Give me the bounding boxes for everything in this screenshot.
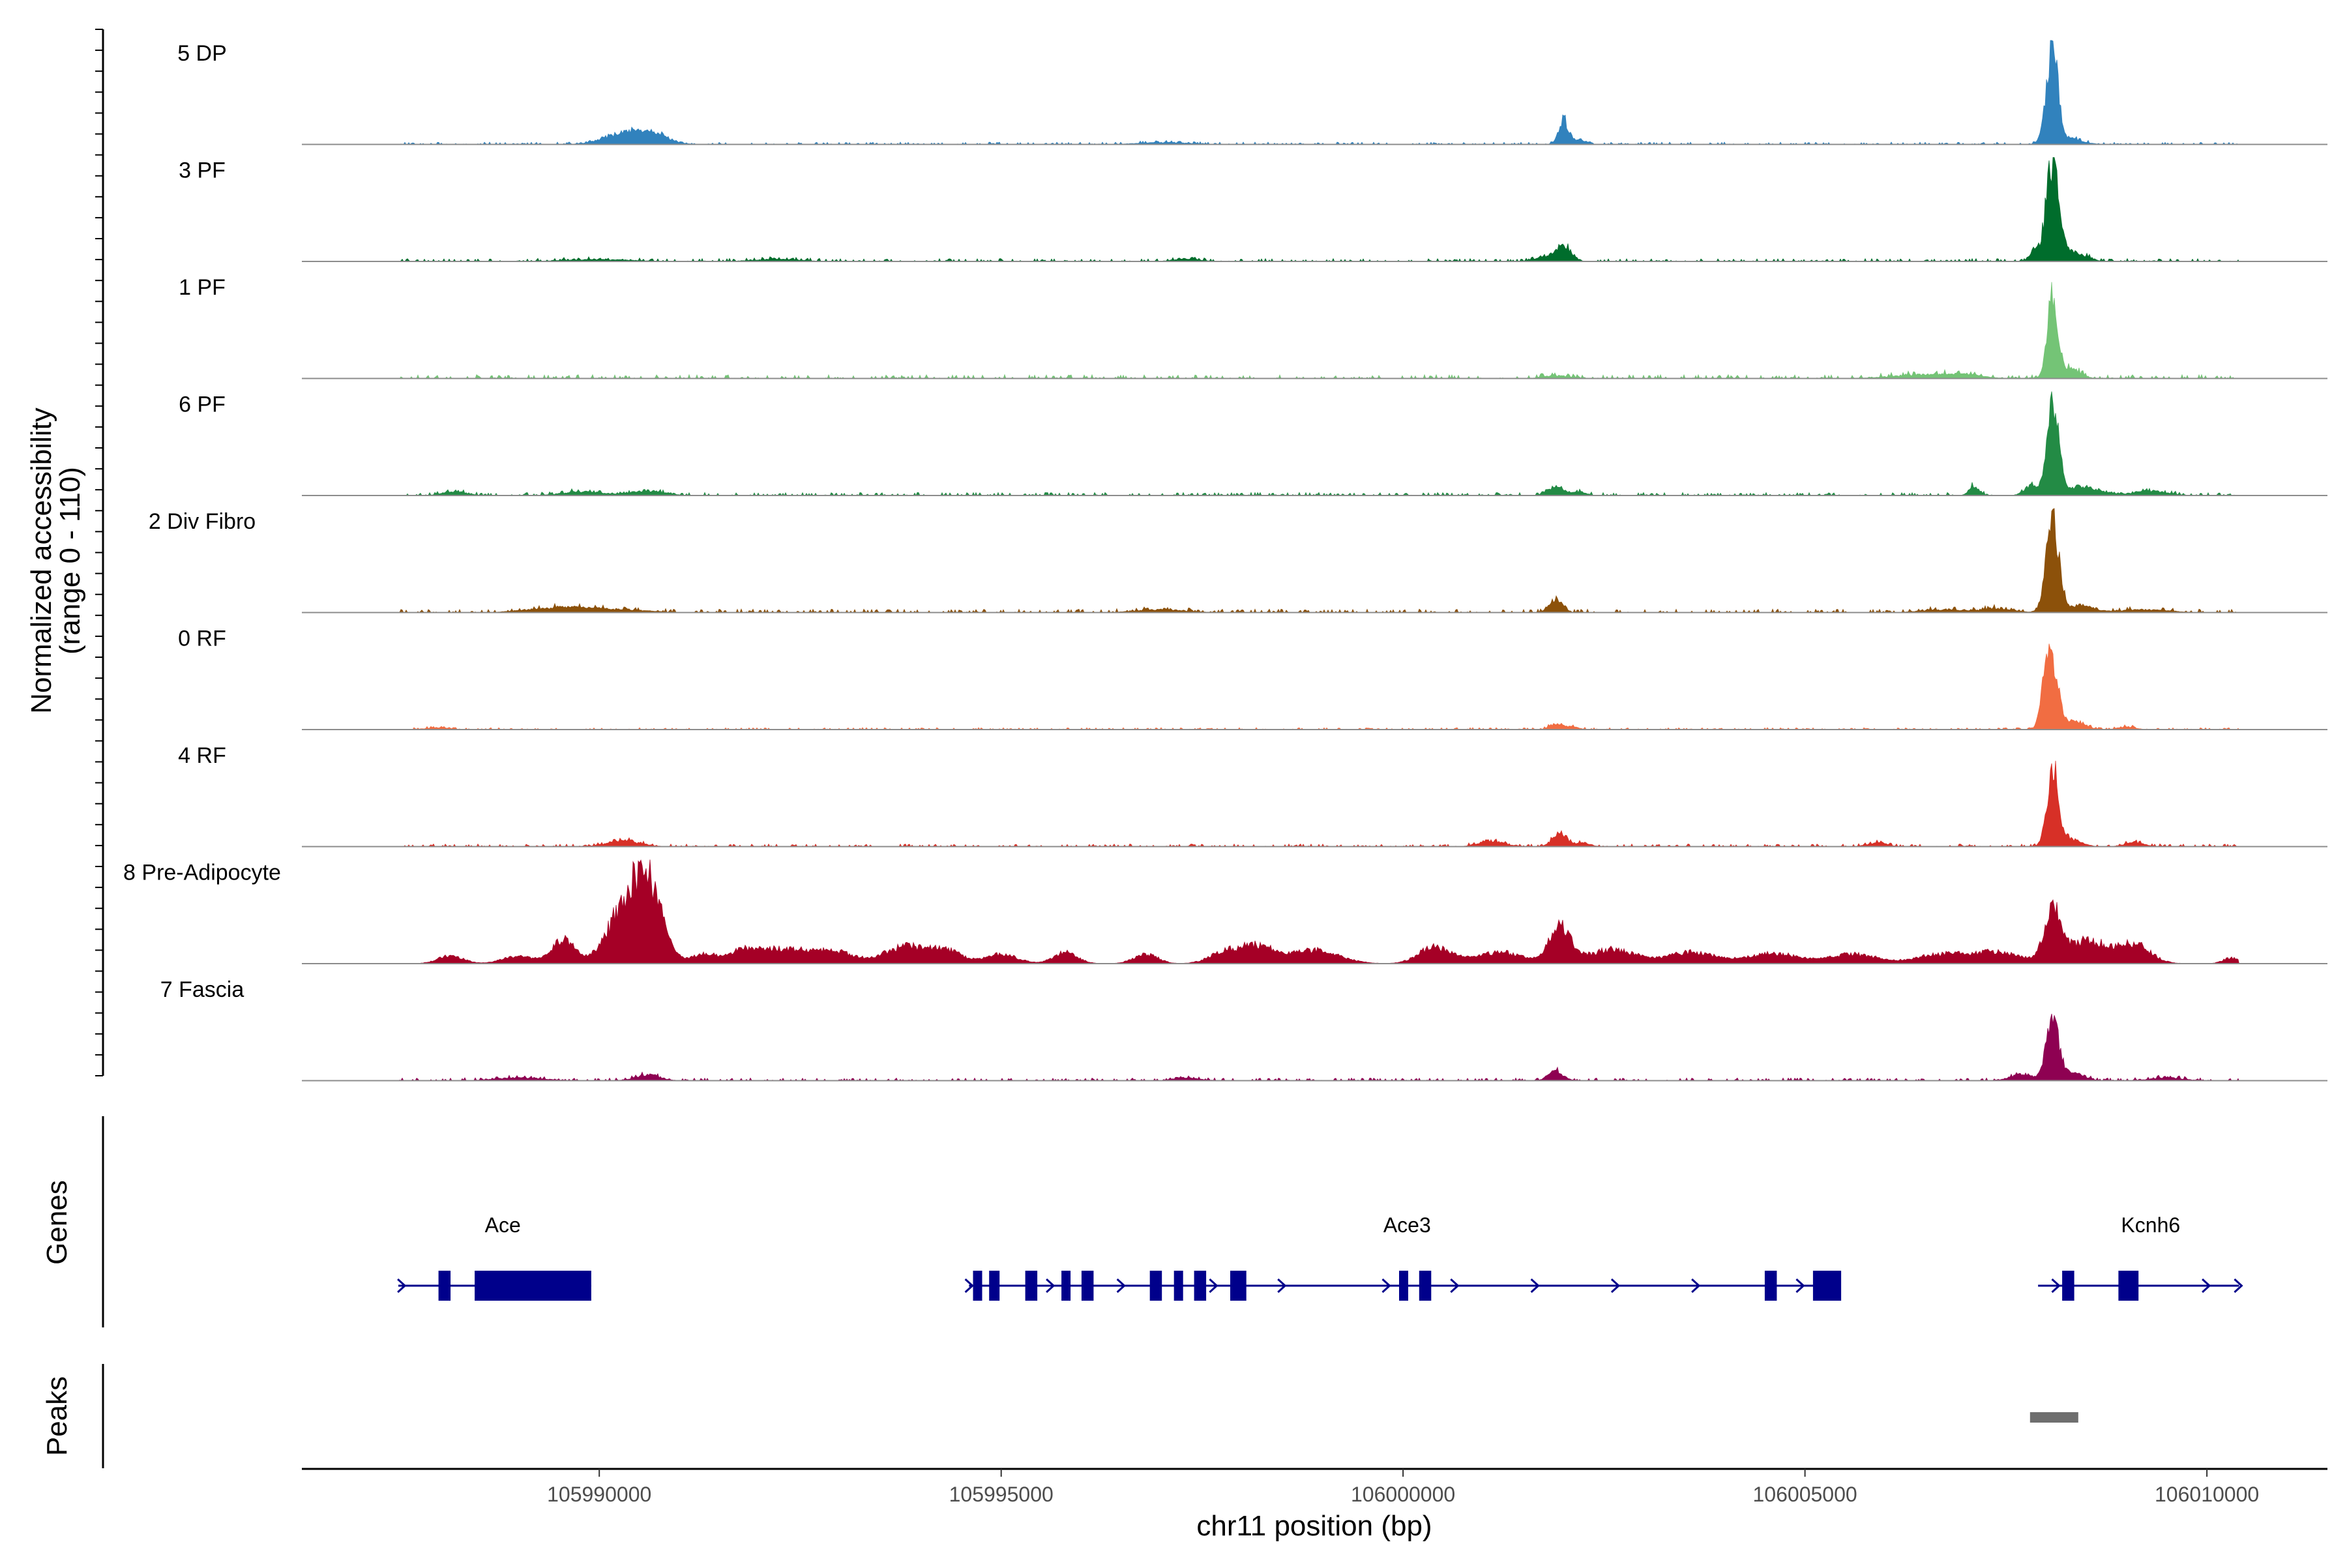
x-tick-label: 106000000 <box>1351 1483 1455 1506</box>
coverage-area <box>398 859 2239 964</box>
genes-panel-title: Genes <box>41 1180 73 1265</box>
exon <box>438 1271 451 1301</box>
x-tick-label: 105990000 <box>547 1483 651 1506</box>
exon <box>475 1271 591 1301</box>
coverage-area <box>398 1013 2240 1082</box>
strand-arrow <box>1116 1278 1126 1294</box>
strand-arrow <box>1209 1278 1218 1294</box>
peaks-panel-title: Peaks <box>41 1376 73 1456</box>
exon <box>1149 1271 1162 1301</box>
strand-arrow <box>2051 1278 2061 1294</box>
gene-label: Ace <box>485 1213 521 1237</box>
strand-arrow <box>1691 1278 1701 1294</box>
peak-region <box>2030 1412 2078 1423</box>
x-tick-label: 106005000 <box>1753 1483 1857 1506</box>
exon <box>1399 1271 1408 1301</box>
strand-arrow <box>1277 1278 1287 1294</box>
x-tick-label: 105995000 <box>949 1483 1054 1506</box>
track-label: 0 RF <box>178 627 226 651</box>
track-2-div-fibro: 2 Div Fibro <box>149 508 2327 614</box>
track-7-fascia: 7 Fascia <box>160 977 2327 1082</box>
exon <box>1230 1271 1247 1301</box>
exon <box>1025 1271 1038 1301</box>
accessibility-tracks: 5 DP 3 PF 1 PF 6 PF 2 Div Fibro 0 RF 4 RF 8 Pre… <box>123 40 2327 1082</box>
exon <box>2118 1271 2139 1301</box>
strand-arrow <box>964 1278 974 1294</box>
exon <box>1419 1271 1432 1301</box>
strand-arrow <box>1450 1278 1460 1294</box>
gene-label: Ace3 <box>1383 1213 1431 1237</box>
gene-kcnh6: Kcnh6 <box>2038 1213 2243 1301</box>
x-axis-ticks: 105990000 105995000 106000000 106005000 1060… <box>547 1469 2259 1506</box>
exon <box>1194 1271 1207 1301</box>
gene-label: Kcnh6 <box>2121 1213 2180 1237</box>
y-axis: Normalized accessibility (range 0 - 110) <box>25 29 104 1076</box>
gene-annotations: Ace Ace3 Kcnh6 <box>397 1213 2243 1301</box>
strand-arrow <box>2202 1278 2211 1294</box>
strand-arrow <box>1795 1278 1805 1294</box>
track-label: 3 PF <box>179 158 226 183</box>
track-label: 8 Pre-Adipocyte <box>123 861 281 885</box>
coverage-area <box>398 391 2239 496</box>
strand-arrow <box>2234 1278 2243 1294</box>
peaks-panel: Peaks <box>41 1364 2078 1468</box>
strand-arrow <box>1610 1278 1621 1294</box>
exon <box>1812 1271 1842 1301</box>
track-3-pf: 3 PF <box>179 157 2327 262</box>
track-8-pre-adipocyte: 8 Pre-Adipocyte <box>123 859 2327 964</box>
coverage-area <box>398 40 2239 145</box>
y-axis-title: Normalized accessibility <box>25 407 57 713</box>
x-tick-label: 106010000 <box>2155 1483 2259 1506</box>
strand-arrow <box>1381 1278 1391 1294</box>
track-label: 4 RF <box>178 743 226 768</box>
track-label: 2 Div Fibro <box>149 509 256 534</box>
track-label: 6 PF <box>179 392 226 417</box>
coverage-area <box>398 282 2239 379</box>
track-5-dp: 5 DP <box>177 40 2327 145</box>
genes-panel: Genes Ace Ace3 Kcnh6 <box>41 1116 2243 1327</box>
x-axis-title: chr11 position (bp) <box>1196 1510 1432 1542</box>
exon <box>2062 1271 2074 1301</box>
track-4-rf: 4 RF <box>178 743 2327 848</box>
gene-ace3: Ace3 <box>964 1213 1842 1301</box>
track-label: 5 DP <box>177 41 227 66</box>
peak-regions <box>2030 1412 2078 1423</box>
track-0-rf: 0 RF <box>178 627 2327 730</box>
coverage-area <box>398 760 2239 848</box>
track-6-pf: 6 PF <box>179 391 2327 496</box>
exon <box>1764 1271 1777 1301</box>
track-label: 1 PF <box>179 275 226 300</box>
coverage-area <box>398 508 2239 614</box>
coverage-area <box>398 643 2240 730</box>
track-1-pf: 1 PF <box>179 275 2327 379</box>
strand-arrow <box>1530 1278 1540 1294</box>
exon <box>1061 1271 1071 1301</box>
exon <box>1081 1271 1094 1301</box>
strand-arrow <box>1046 1278 1055 1294</box>
exon <box>1174 1271 1183 1301</box>
exon <box>989 1271 1000 1301</box>
gene-ace: Ace <box>397 1213 591 1301</box>
strand-arrow <box>397 1278 407 1294</box>
x-axis: 105990000 105995000 106000000 106005000 1060… <box>302 1468 2327 1542</box>
track-label: 7 Fascia <box>160 977 244 1002</box>
y-axis-range-label: (range 0 - 110) <box>54 467 86 655</box>
coverage-area <box>398 157 2240 262</box>
exon <box>973 1271 982 1301</box>
y-axis-ticks <box>95 29 103 1076</box>
